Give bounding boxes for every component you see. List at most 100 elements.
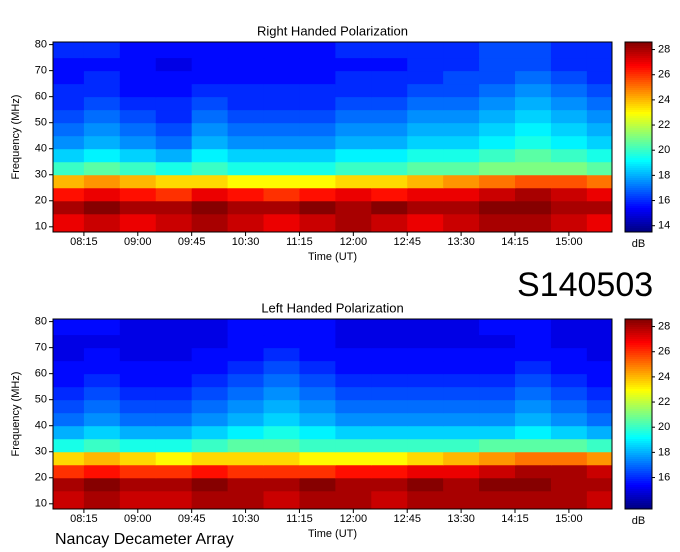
heatmap-cell xyxy=(83,438,121,453)
colorbar-swatch xyxy=(625,365,652,368)
heatmap-cell xyxy=(515,464,552,479)
colorbar-swatch xyxy=(625,182,652,185)
heatmap-cell xyxy=(83,360,121,375)
heatmap-cell xyxy=(443,477,480,492)
heatmap-cell xyxy=(53,334,85,349)
heatmap-cell xyxy=(191,490,229,509)
heatmap-cell xyxy=(119,412,157,427)
heatmap-cell xyxy=(550,70,588,85)
heatmap-cell xyxy=(371,148,408,163)
colorbar-swatch xyxy=(625,104,652,107)
heatmap-cell xyxy=(407,399,444,414)
heatmap-cell xyxy=(479,399,516,414)
heatmap-cell xyxy=(515,477,552,492)
heatmap-cell xyxy=(227,360,265,375)
heatmap-cell xyxy=(227,161,265,176)
heatmap-cell xyxy=(550,386,588,401)
heatmap-cell xyxy=(299,477,336,492)
heatmap-cell xyxy=(53,174,85,189)
heatmap-cell xyxy=(407,109,444,124)
y-tick-label: 80 xyxy=(35,39,47,51)
heatmap-cell xyxy=(479,425,516,440)
x-tick-label: 09:45 xyxy=(178,513,206,525)
heatmap-cell xyxy=(407,386,444,401)
y-tick-label: 30 xyxy=(35,446,47,458)
heatmap-cell xyxy=(335,57,372,72)
heatmap-cell xyxy=(119,200,157,215)
heatmap-cell xyxy=(155,464,193,479)
heatmap-cell xyxy=(443,213,480,232)
colorbar-swatch xyxy=(625,120,652,123)
colorbar-swatch xyxy=(625,152,652,155)
heatmap-cell xyxy=(227,187,265,202)
heatmap-cell xyxy=(443,174,480,189)
x-tick-label: 12:00 xyxy=(340,513,368,525)
heatmap-cell xyxy=(515,70,552,85)
heatmap-cell xyxy=(515,213,552,232)
heatmap-cell xyxy=(479,122,516,137)
heatmap-cell xyxy=(443,42,480,59)
heatmap-cell xyxy=(53,96,85,111)
heatmap-cell xyxy=(407,477,444,492)
heatmap-cell xyxy=(263,161,300,176)
heatmap-cell xyxy=(53,200,85,215)
heatmap-cell xyxy=(191,319,229,336)
colorbar-swatch xyxy=(625,421,652,424)
colorbar-swatch xyxy=(625,46,652,49)
colorbar-swatch xyxy=(625,357,652,360)
colorbar-swatch xyxy=(625,373,652,376)
colorbar-swatch xyxy=(625,403,652,406)
heatmap-cell xyxy=(335,347,372,362)
y-tick-label: 10 xyxy=(35,221,47,233)
heatmap-cell xyxy=(227,96,265,111)
heatmap-cell xyxy=(155,477,193,492)
heatmap-cell xyxy=(515,319,552,336)
colorbar-swatch xyxy=(625,349,652,352)
heatmap-cell xyxy=(119,490,157,509)
colorbar-swatch xyxy=(625,371,652,374)
colorbar-swatch xyxy=(625,92,652,95)
heatmap-cell xyxy=(550,174,588,189)
colorbar-swatch xyxy=(625,50,652,53)
heatmap-cell xyxy=(227,399,265,414)
heatmap-cell xyxy=(119,161,157,176)
colorbar-swatch xyxy=(625,423,652,426)
heatmap-cell xyxy=(479,490,516,509)
colorbar-swatch xyxy=(625,473,652,476)
heatmap-cell xyxy=(407,319,444,336)
heatmap-cell xyxy=(155,70,193,85)
colorbar-swatch xyxy=(625,212,652,215)
colorbar-swatch xyxy=(625,351,652,354)
colorbar-tick-label: 28 xyxy=(658,320,670,332)
heatmap-cell xyxy=(335,373,372,388)
heatmap-cell xyxy=(479,477,516,492)
heatmap-cell xyxy=(371,464,408,479)
colorbar-swatch xyxy=(625,445,652,448)
colorbar-tick-label: 26 xyxy=(658,69,670,81)
heatmap-cell xyxy=(371,83,408,98)
colorbar-swatch xyxy=(625,184,652,187)
colorbar-swatch xyxy=(625,188,652,191)
heatmap-cell xyxy=(335,438,372,453)
colorbar-swatch xyxy=(625,493,652,496)
colorbar-swatch xyxy=(625,461,652,464)
colorbar-swatch xyxy=(625,170,652,173)
heatmap-cell xyxy=(191,148,229,163)
heatmap-cell xyxy=(155,109,193,124)
heatmap-cell xyxy=(550,148,588,163)
heatmap-cell xyxy=(53,148,85,163)
colorbar-swatch xyxy=(625,208,652,211)
heatmap-cell xyxy=(191,438,229,453)
heatmap-cell xyxy=(299,200,336,215)
heatmap-cell xyxy=(155,438,193,453)
heatmap-cell xyxy=(191,386,229,401)
heatmap-cell xyxy=(227,477,265,492)
colorbar-swatch xyxy=(625,471,652,474)
heatmap-cell xyxy=(155,187,193,202)
colorbar-swatch xyxy=(625,475,652,478)
heatmap-cell xyxy=(83,187,121,202)
heatmap-cell xyxy=(479,96,516,111)
heatmap-cell xyxy=(479,42,516,59)
heatmap-cell xyxy=(479,412,516,427)
colorbar-swatch xyxy=(625,375,652,378)
